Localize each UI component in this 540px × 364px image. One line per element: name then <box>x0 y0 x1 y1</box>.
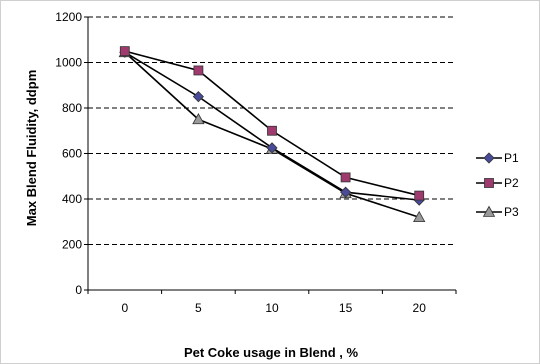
y-tick-label: 1200 <box>55 10 82 24</box>
legend-label: P3 <box>504 205 519 219</box>
data-point <box>340 172 351 183</box>
y-axis-ticks: 0 200 400 600 800 1000 1200 <box>55 10 88 297</box>
data-point <box>193 65 204 76</box>
series-p2 <box>119 46 425 201</box>
data-point <box>266 142 278 154</box>
y-tick-label: 1000 <box>55 56 82 70</box>
y-tick-label: 400 <box>62 192 82 206</box>
x-tick-label: 5 <box>195 301 202 315</box>
series-layer <box>118 45 426 223</box>
data-point <box>267 125 277 136</box>
x-axis-title: Pet Coke usage in Blend , % <box>184 345 359 360</box>
y-tick-label: 0 <box>75 283 82 297</box>
x-tick-label: 0 <box>121 301 128 315</box>
legend-marker <box>484 178 494 188</box>
legend-label: P1 <box>504 151 519 165</box>
legend: P1 P2 P3 <box>476 151 519 219</box>
legend-item-p3: P3 <box>476 205 519 219</box>
x-axis-ticks: 0 5 10 15 20 <box>87 290 457 315</box>
legend-marker <box>483 152 495 164</box>
legend-item-p2: P2 <box>476 176 519 190</box>
data-point <box>192 113 205 125</box>
data-point <box>414 190 425 201</box>
data-point <box>340 186 352 198</box>
y-tick-label: 600 <box>62 147 82 161</box>
series-line <box>124 50 420 197</box>
legend-marker <box>482 205 496 217</box>
x-tick-label: 15 <box>339 301 353 315</box>
data-point <box>413 210 426 223</box>
y-axis-title: Max Blend Fluidity, ddpm <box>24 70 39 226</box>
x-tick-label: 10 <box>265 301 279 315</box>
y-tick-label: 800 <box>62 101 82 115</box>
y-tick-label: 200 <box>62 238 82 252</box>
data-point <box>192 91 204 103</box>
legend-label: P2 <box>504 176 519 190</box>
data-point <box>119 46 130 57</box>
x-tick-label: 20 <box>413 301 427 315</box>
legend-item-p1: P1 <box>476 151 519 165</box>
